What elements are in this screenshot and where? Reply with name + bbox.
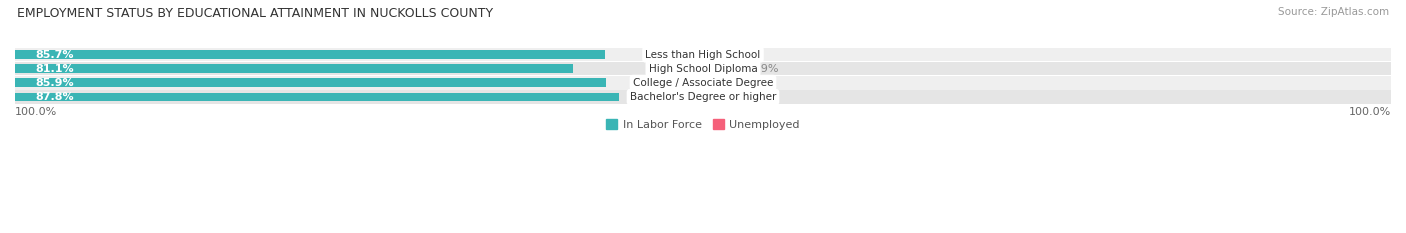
Bar: [703, 64, 737, 73]
Legend: In Labor Force, Unemployed: In Labor Force, Unemployed: [602, 115, 804, 134]
Text: 87.8%: 87.8%: [35, 92, 75, 102]
Text: 81.1%: 81.1%: [35, 64, 75, 74]
Bar: [15, 62, 1391, 75]
Text: 85.9%: 85.9%: [35, 78, 75, 88]
Bar: [15, 79, 606, 87]
Bar: [15, 76, 1391, 90]
Bar: [15, 93, 619, 101]
Text: 0.5%: 0.5%: [720, 92, 748, 102]
Text: 4.9%: 4.9%: [751, 64, 779, 74]
Text: College / Associate Degree: College / Associate Degree: [633, 78, 773, 88]
Text: 100.0%: 100.0%: [15, 107, 58, 117]
Bar: [703, 79, 704, 87]
Text: 0.3%: 0.3%: [718, 78, 747, 88]
Text: Less than High School: Less than High School: [645, 49, 761, 59]
Bar: [15, 48, 1391, 61]
Bar: [703, 93, 706, 101]
Text: Bachelor's Degree or higher: Bachelor's Degree or higher: [630, 92, 776, 102]
Text: Source: ZipAtlas.com: Source: ZipAtlas.com: [1278, 7, 1389, 17]
Text: 100.0%: 100.0%: [1348, 107, 1391, 117]
Text: High School Diploma: High School Diploma: [648, 64, 758, 74]
Text: 0.0%: 0.0%: [717, 49, 745, 59]
Bar: [15, 90, 1391, 104]
Bar: [15, 64, 574, 73]
Bar: [15, 50, 605, 59]
Text: EMPLOYMENT STATUS BY EDUCATIONAL ATTAINMENT IN NUCKOLLS COUNTY: EMPLOYMENT STATUS BY EDUCATIONAL ATTAINM…: [17, 7, 494, 20]
Text: 85.7%: 85.7%: [35, 49, 75, 59]
